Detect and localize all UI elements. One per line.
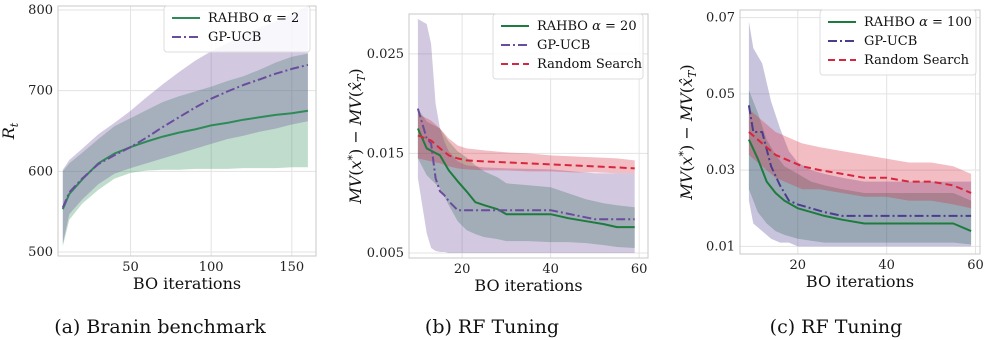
x-axis-label: BO iterations	[474, 276, 582, 295]
y-tick-label: 600	[28, 164, 53, 179]
figure-caption: (c) RF Tuning	[770, 316, 903, 338]
x-tick-label: 40	[878, 258, 895, 273]
data-layer	[747, 21, 972, 247]
y-tick-label: 800	[28, 3, 53, 18]
legend-box	[163, 5, 311, 53]
y-tick-label: 500	[28, 245, 53, 260]
y-tick-label: 0.01	[706, 239, 735, 254]
band-dashdot-1	[748, 21, 972, 247]
band-dashed-2	[748, 109, 972, 209]
y-tick-label: 0.005	[367, 246, 404, 261]
x-tick-label: 150	[279, 260, 304, 275]
legend-label-2: Random Search	[537, 57, 643, 72]
band-dashdot-1	[62, 6, 308, 244]
figure-caption: (a) Branin benchmark	[54, 316, 266, 338]
figure-caption: (b) RF Tuning	[425, 316, 559, 338]
y-tick-label: 700	[28, 84, 53, 99]
legend-label-1: GP-UCB	[537, 38, 590, 53]
legend: RAHBO α = 100 GP-UCB Random Search	[819, 9, 977, 76]
y-axis-label: MV(x*) − MV(x̂T)	[346, 68, 368, 204]
series-line-2	[417, 134, 635, 170]
series-line-1	[61, 63, 309, 208]
legend-box	[819, 9, 977, 76]
x-tick-label: 100	[199, 260, 224, 275]
band-dashdot-1	[417, 19, 635, 253]
legend: RAHBO α = 20 GP-UCB Random Search	[492, 13, 644, 80]
chart-3: 20 40 60 0.01 0.03 0.05 0.07 BO iterations MV(x*…	[677, 9, 984, 338]
y-tick-label: 0.015	[367, 146, 404, 161]
legend-label-2: Random Search	[864, 53, 970, 68]
series-line-1	[416, 108, 635, 221]
legend-label-0: RAHBO α = 20	[537, 19, 637, 34]
x-tick-label: 50	[122, 260, 139, 275]
series-line-0	[61, 109, 309, 210]
y-tick-label: 0.07	[706, 11, 735, 26]
y-axis-label: MV(x*) − MV(x̂T)	[677, 64, 699, 200]
y-axis-label: Rt	[0, 122, 21, 140]
x-tick-label: 20	[790, 258, 807, 273]
x-tick-label: 40	[542, 262, 559, 277]
chart-1: 50 100 150 500 600 700 800 BO iterations Rt RAHBO…	[0, 3, 317, 338]
band-solid-0	[62, 53, 308, 247]
band-solid-0	[417, 108, 635, 248]
x-axis-label: BO iterations	[133, 274, 241, 293]
y-tick-label: 0.025	[367, 47, 404, 62]
y-tick-label: 0.05	[706, 87, 735, 102]
x-tick-label: 60	[631, 262, 648, 277]
legend-label-1: GP-UCB	[864, 34, 917, 49]
y-tick-label: 0.03	[706, 163, 735, 178]
x-tick-label: 20	[454, 262, 471, 277]
chart-2: 20 40 60 0.005 0.015 0.025 BO iterations MV(x*)…	[346, 13, 649, 338]
data-layer	[416, 19, 635, 253]
data-layer	[61, 6, 309, 247]
band-dashed-2	[417, 113, 635, 174]
series-line-2	[748, 131, 972, 194]
legend: RAHBO α = 2 GP-UCB	[163, 5, 311, 53]
legend-label-1: GP-UCB	[208, 30, 261, 45]
series-line-1	[747, 105, 972, 217]
legend-box	[492, 13, 644, 80]
x-axis-label: BO iterations	[806, 272, 914, 291]
legend-label-0: RAHBO α = 100	[864, 15, 972, 30]
x-tick-label: 60	[967, 258, 984, 273]
legend-label-0: RAHBO α = 2	[208, 11, 299, 26]
series-line-0	[747, 139, 972, 233]
series-line-0	[416, 128, 635, 229]
